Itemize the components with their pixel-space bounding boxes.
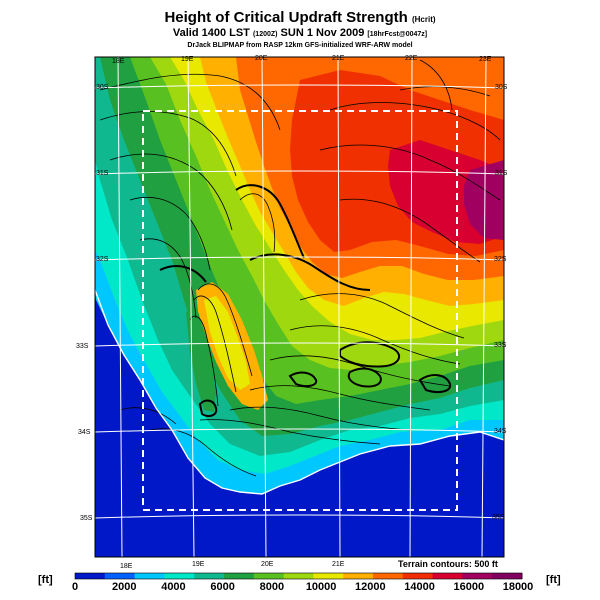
- lat-label-right: 34S: [494, 428, 507, 435]
- terrain-contours: [99, 59, 501, 477]
- colorbar-unit-left: [ft]: [38, 574, 53, 586]
- lat-label-right: 35S: [492, 514, 505, 521]
- colorbar-swatch: [462, 573, 493, 579]
- lat-label-right: 32S: [494, 256, 507, 263]
- colorbar-swatch: [432, 573, 463, 579]
- colorbar-swatch: [402, 573, 434, 579]
- colorbar-tick-label: 2000: [111, 581, 137, 593]
- inner-domain-box: [142, 110, 458, 511]
- colorbar-swatch: [283, 573, 314, 579]
- valid-time: Valid 1400 LST (1200Z) SUN 1 Nov 2009 [1…: [172, 27, 428, 39]
- colorbar-tick-label: 4000: [161, 581, 186, 593]
- colorbar-swatch: [253, 573, 285, 579]
- lat-label-left: 31S: [96, 170, 109, 177]
- colorbar-tick-label: 12000: [355, 581, 386, 593]
- colorbar-swatch: [343, 573, 374, 579]
- lat-label-right: 30S: [495, 84, 508, 91]
- lon-label-top: 21E: [332, 55, 345, 62]
- lon-label-top: 20E: [255, 55, 268, 62]
- colorbar-frame: [74, 572, 523, 580]
- colorbar-swatch: [134, 573, 165, 579]
- colorbar-swatch: [224, 573, 255, 579]
- model-credit: DrJack BLIPMAP from RASP 12km GFS-initia…: [187, 42, 413, 49]
- colorbar-swatch: [104, 573, 136, 579]
- map-frame: [94, 56, 505, 558]
- lon-label-top: 23E: [479, 56, 492, 63]
- lat-label-right: 33S: [494, 342, 507, 349]
- colorbar-unit-right: [ft]: [546, 574, 561, 586]
- colorbar: [74, 572, 523, 580]
- colorbar-tick-label: 14000: [404, 581, 435, 593]
- lat-label-left: 30S: [96, 84, 109, 91]
- colorbar-tick-label: 6000: [210, 581, 235, 593]
- colorbar-tick-label: 10000: [305, 581, 337, 593]
- map-title: Height of Critical Updraft Strength (Hcr…: [164, 9, 436, 26]
- lon-label-top: 22E: [405, 55, 418, 62]
- lat-label-left: 34S: [78, 429, 91, 436]
- colorbar-swatch: [194, 573, 225, 579]
- colorbar-swatch: [75, 573, 106, 579]
- terrain-contour-note: Terrain contours: 500 ft: [398, 559, 498, 569]
- lon-label-top: 18E: [112, 58, 125, 65]
- colorbar-swatch: [492, 573, 523, 579]
- lon-label-bottom: 20E: [261, 561, 274, 568]
- lon-label-top: 19E: [181, 56, 194, 63]
- coastline: [95, 289, 504, 495]
- lat-label-left: 33S: [76, 343, 89, 350]
- lon-label-bottom: 18E: [120, 563, 133, 570]
- colorbar-tick-label: 18000: [502, 581, 534, 593]
- map-field: [95, 57, 504, 557]
- lon-label-bottom: 19E: [192, 561, 205, 568]
- lat-label-right: 31S: [495, 170, 508, 177]
- lat-label-left: 32S: [96, 256, 109, 263]
- lon-label-bottom: 21E: [332, 561, 345, 568]
- lat-label-left: 35S: [80, 515, 93, 522]
- colorbar-swatch: [373, 573, 404, 579]
- colorbar-swatch: [164, 573, 195, 579]
- colorbar-swatch: [313, 573, 344, 579]
- lat-lon-grid: [95, 57, 504, 557]
- colorbar-tick-label: 8000: [259, 581, 285, 593]
- colorbar-tick-label: 0: [71, 581, 79, 593]
- colorbar-tick-label: 16000: [453, 581, 485, 593]
- updraft-contours: [159, 184, 452, 417]
